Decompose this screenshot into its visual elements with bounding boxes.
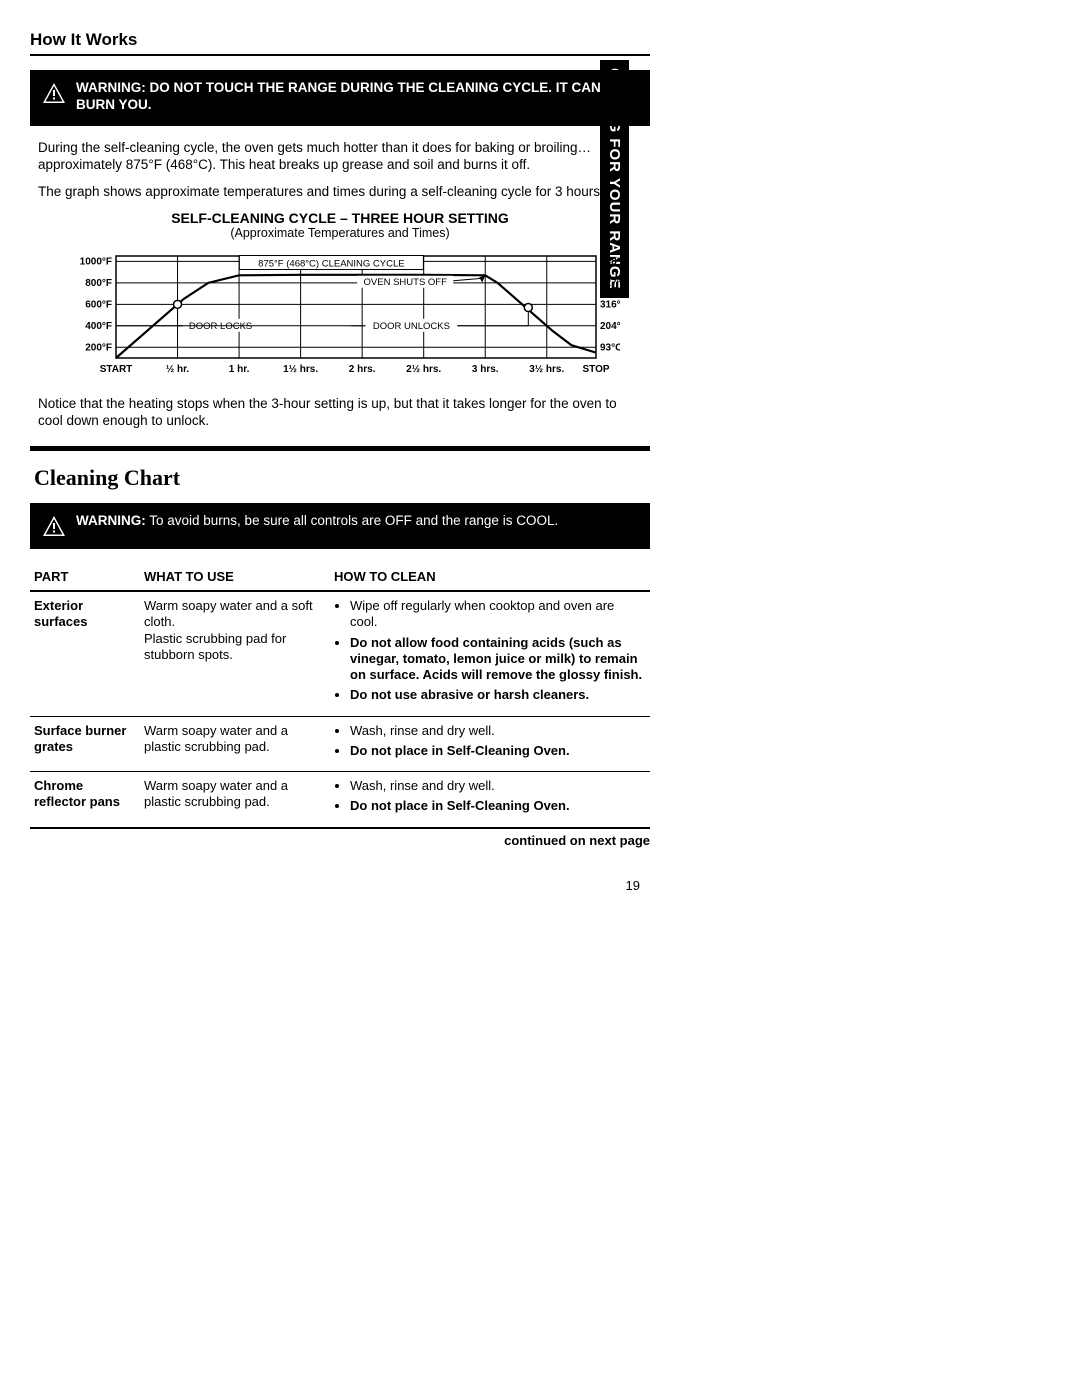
table-row: Chrome reflector pansWarm soapy water an… [30, 772, 650, 828]
cell-how: Wash, rinse and dry well. Do not place in… [330, 772, 650, 828]
warning-box-1: WARNING: DO NOT TOUCH THE RANGE DURING T… [30, 70, 650, 126]
cell-part: Surface burner grates [30, 716, 140, 772]
para-1: During the self-cleaning cycle, the oven… [38, 140, 642, 174]
how-item: Wash, rinse and dry well. [350, 778, 644, 794]
how-item: Do not place in Self-Cleaning Oven. [350, 743, 644, 759]
svg-text:1 hr.: 1 hr. [229, 364, 250, 375]
cell-part: Exterior surfaces [30, 591, 140, 716]
table-row: Exterior surfacesWarm soapy water and a … [30, 591, 650, 716]
how-item: Do not use abrasive or harsh cleaners. [350, 687, 644, 703]
svg-text:316°C: 316°C [600, 300, 620, 311]
cell-use: Warm soapy water and a plastic scrubbing… [140, 716, 330, 772]
svg-text:875°F (468°C) CLEANING CYCLE: 875°F (468°C) CLEANING CYCLE [258, 259, 404, 270]
cell-use: Warm soapy water and a plastic scrubbing… [140, 772, 330, 828]
how-it-works-title: How It Works [30, 30, 650, 50]
how-item: Wash, rinse and dry well. [350, 723, 644, 739]
svg-text:START: START [100, 364, 133, 375]
cell-how: Wipe off regularly when cooktop and oven… [330, 591, 650, 716]
svg-text:STOP: STOP [582, 364, 609, 375]
svg-text:204°C: 204°C [600, 321, 620, 332]
col-part: PART [30, 563, 140, 591]
svg-text:DOOR LOCKS: DOOR LOCKS [189, 321, 252, 332]
chart-title: SELF-CLEANING CYCLE – THREE HOUR SETTING [30, 210, 650, 226]
svg-text:1½ hrs.: 1½ hrs. [283, 364, 318, 375]
svg-text:OVEN SHUTS OFF: OVEN SHUTS OFF [364, 277, 448, 288]
svg-text:538°C: 538°C [600, 257, 620, 268]
svg-text:400°F: 400°F [85, 321, 112, 332]
how-item: Wipe off regularly when cooktop and oven… [350, 598, 644, 631]
warning-text-1: WARNING: DO NOT TOUCH THE RANGE DURING T… [76, 80, 638, 114]
table-row: Surface burner gratesWarm soapy water an… [30, 716, 650, 772]
svg-text:427°C: 427°C [600, 278, 620, 289]
section-divider [30, 446, 650, 451]
para-3: Notice that the heating stops when the 3… [38, 396, 642, 430]
svg-text:2 hrs.: 2 hrs. [349, 364, 376, 375]
self-clean-chart: 1000°F 538°C 800°F 427°C 600°F 316°C 400°F 204°… [60, 246, 620, 386]
how-item: Do not allow food containing acids (such… [350, 635, 644, 684]
cleaning-table: PART WHAT TO USE HOW TO CLEAN Exterior s… [30, 563, 650, 829]
chart-subtitle: (Approximate Temperatures and Times) [30, 226, 650, 240]
title-rule [30, 54, 650, 56]
cleaning-chart-title: Cleaning Chart [34, 465, 650, 491]
svg-text:800°F: 800°F [85, 278, 112, 289]
svg-text:½ hr.: ½ hr. [166, 364, 190, 375]
svg-text:3½ hrs.: 3½ hrs. [529, 364, 564, 375]
svg-text:200°F: 200°F [85, 343, 112, 354]
page-number: 19 [30, 878, 640, 893]
how-item: Do not place in Self-Cleaning Oven. [350, 798, 644, 814]
cell-use: Warm soapy water and a soft cloth.Plasti… [140, 591, 330, 716]
svg-text:600°F: 600°F [85, 300, 112, 311]
warning-text-2: WARNING: To avoid burns, be sure all con… [76, 513, 558, 530]
warning-box-2: WARNING: To avoid burns, be sure all con… [30, 503, 650, 549]
col-use: WHAT TO USE [140, 563, 330, 591]
svg-text:3 hrs.: 3 hrs. [472, 364, 499, 375]
page-content: How It Works WARNING: DO NOT TOUCH THE R… [30, 30, 650, 893]
col-how: HOW TO CLEAN [330, 563, 650, 591]
chart-container: 1000°F 538°C 800°F 427°C 600°F 316°C 400°F 204°… [60, 246, 620, 386]
para-2: The graph shows approximate temperatures… [38, 184, 642, 201]
svg-text:93°C: 93°C [600, 343, 620, 354]
warning-icon [42, 515, 66, 537]
warning-rest: To avoid burns, be sure all controls are… [146, 513, 558, 528]
warning-bold: WARNING: [76, 513, 146, 528]
svg-text:DOOR UNLOCKS: DOOR UNLOCKS [373, 321, 450, 332]
cell-how: Wash, rinse and dry well. Do not place in… [330, 716, 650, 772]
warning-icon [42, 82, 66, 104]
svg-text:1000°F: 1000°F [80, 257, 112, 268]
svg-text:2½ hrs.: 2½ hrs. [406, 364, 441, 375]
cell-part: Chrome reflector pans [30, 772, 140, 828]
continued-label: continued on next page [30, 833, 650, 848]
